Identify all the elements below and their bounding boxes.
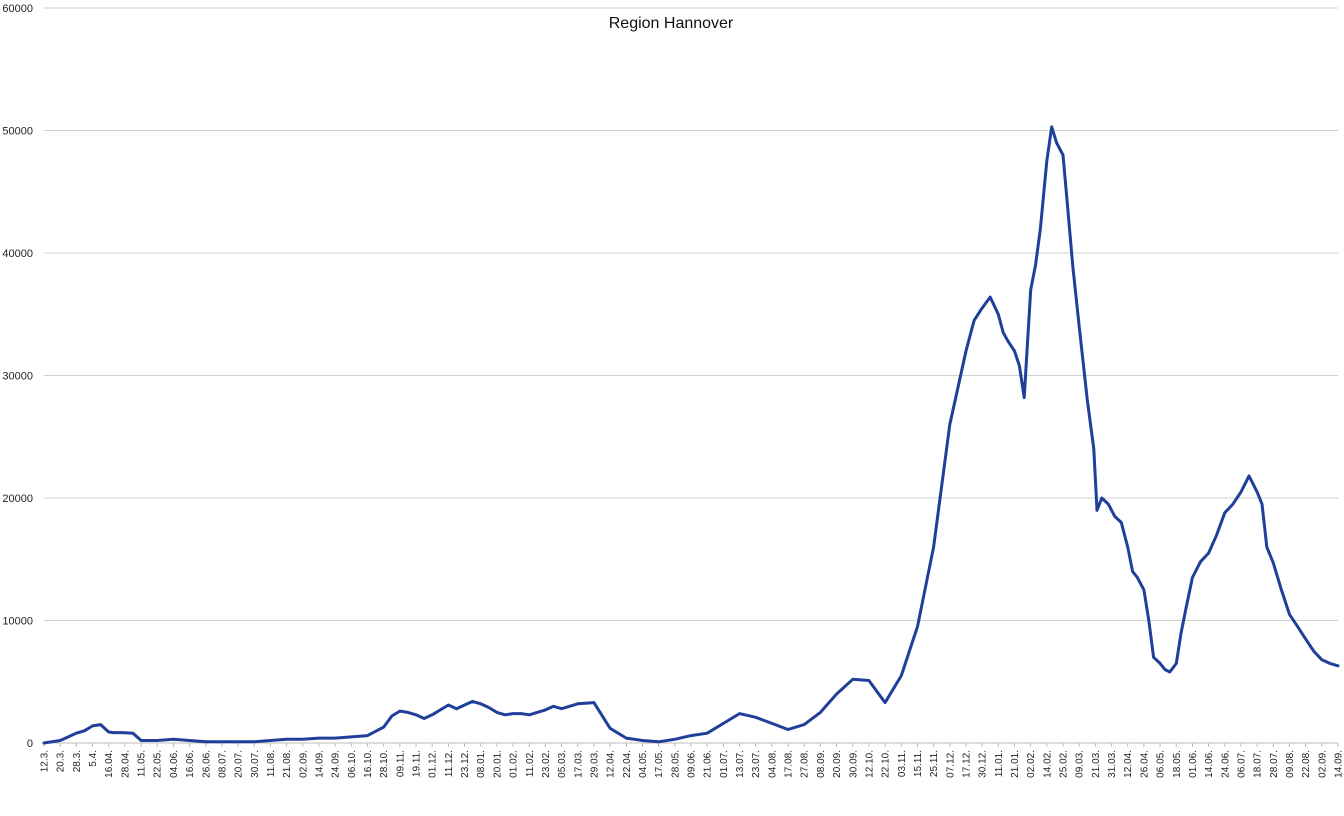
x-tick-label: 01.07.: [719, 750, 730, 778]
x-tick-label: 31.03.: [1107, 750, 1118, 778]
x-tick-label: 25.11.: [929, 750, 940, 777]
x-tick-label: 20.07.: [234, 750, 245, 778]
x-tick-label: 01.02.: [509, 750, 520, 778]
x-tick-label: 30.07.: [250, 750, 261, 778]
x-tick-label: 18.05.: [1172, 750, 1183, 778]
x-tick-label: 25.02.: [1059, 750, 1070, 778]
y-tick-label: 30000: [2, 371, 33, 383]
y-tick-label: 10000: [2, 616, 33, 628]
x-tick-label: 09.11.: [395, 750, 406, 777]
x-tick-label: 14.09.: [1334, 750, 1344, 778]
x-tick-label: 28.04.: [120, 750, 131, 778]
x-tick-label: 16.06.: [185, 750, 196, 778]
y-tick-label: 60000: [2, 3, 33, 15]
x-tick-label: 28.07.: [1269, 750, 1280, 778]
x-tick-label: 09.06.: [687, 750, 698, 778]
x-tick-label: 08.07.: [217, 750, 228, 778]
x-tick-label: 11.01.: [994, 750, 1005, 777]
x-tick-label: 28.05.: [670, 750, 681, 778]
y-tick-label: 0: [27, 738, 33, 750]
x-tick-label: 06.07.: [1236, 750, 1247, 778]
x-tick-label: 23.07.: [751, 750, 762, 778]
x-tick-label: 12.04.: [1123, 750, 1134, 778]
x-tick-label: 30.09.: [848, 750, 859, 778]
x-tick-label: 15.11.: [913, 750, 924, 777]
x-tick-label: 06.10.: [347, 750, 358, 778]
x-tick-label: 26.04.: [1139, 750, 1150, 778]
x-tick-label: 29.03.: [589, 750, 600, 778]
x-tick-label: 06.05.: [1156, 750, 1167, 778]
x-tick-label: 14.09.: [314, 750, 325, 778]
x-tick-label: 17.03.: [573, 750, 584, 778]
x-tick-label: 17.12.: [961, 750, 972, 778]
x-tick-label: 21.03.: [1091, 750, 1102, 778]
y-tick-label: 20000: [2, 493, 33, 505]
x-tick-label: 13.07.: [735, 750, 746, 778]
series-line: [42, 125, 1340, 745]
x-tick-label: 02.02.: [1026, 750, 1037, 778]
gridlines: [44, 7, 1338, 744]
x-tick-label: 16.10.: [363, 750, 374, 778]
x-tick-label: 01.06.: [1188, 750, 1199, 778]
x-tick-label: 14.06.: [1204, 750, 1215, 778]
x-tick-label: 04.08.: [767, 750, 778, 778]
x-tick-label: 04.06.: [169, 750, 180, 778]
x-tick-label: 17.08.: [784, 750, 795, 778]
x-tick-label: 22.10.: [881, 750, 892, 778]
chart-title: Region Hannover: [609, 15, 734, 32]
x-tick-label: 5.4.: [88, 750, 99, 767]
x-tick-label: 28.3.: [72, 750, 83, 772]
x-tick-label: 16.04.: [104, 750, 115, 778]
series: [42, 125, 1340, 745]
x-tick-label: 18.07.: [1253, 750, 1264, 778]
x-tick-label: 11.08.: [266, 750, 277, 777]
x-tick-label: 21.01.: [1010, 750, 1021, 778]
x-tick-label: 11.02.: [525, 750, 536, 777]
x-tick-label: 01.12.: [428, 750, 439, 778]
x-tick-label: 20.01.: [492, 750, 503, 778]
x-tick-label: 02.09.: [298, 750, 309, 778]
x-tick-label: 12.04.: [606, 750, 617, 778]
x-tick-label: 26.06.: [201, 750, 212, 778]
x-tick-label: 27.08.: [800, 750, 811, 778]
x-tick-label: 21.06.: [703, 750, 714, 778]
x-tick-label: 19.11.: [412, 750, 423, 777]
y-axis: 0 10000 20000 30000 40000 50000 60000: [2, 3, 33, 750]
x-tick-label: 12.3.: [40, 750, 51, 772]
x-tick-label: 22.05.: [153, 750, 164, 778]
y-tick-label: 40000: [2, 248, 33, 260]
x-tick-label: 22.08.: [1301, 750, 1312, 778]
x-tick-label: 23.02.: [541, 750, 552, 778]
x-tick-label: 28.10.: [379, 750, 390, 778]
x-tick-label: 24.06.: [1220, 750, 1231, 778]
x-tick-label: 09.08.: [1285, 750, 1296, 778]
x-tick-label: 20.3.: [56, 750, 67, 772]
y-tick-label: 50000: [2, 126, 33, 138]
x-tick-label: 02.09.: [1317, 750, 1328, 778]
x-tick-label: 22.04.: [622, 750, 633, 778]
x-tick-label: 11.12.: [444, 750, 455, 777]
x-tick-label: 05.03.: [557, 750, 568, 778]
x-tick-label: 04.05.: [638, 750, 649, 778]
x-tick-label: 08.09.: [816, 750, 827, 778]
x-tick-label: 11.05.: [137, 750, 148, 777]
x-tick-label: 08.01.: [476, 750, 487, 778]
x-axis: 12.3. 20.3. 28.3. 5.4. 16.04. 28.04. 11.05. 22.…: [40, 743, 1344, 778]
x-tick-label: 17.05.: [654, 750, 665, 778]
x-tick-label: 07.12.: [945, 750, 956, 778]
x-tick-label: 14.02.: [1042, 750, 1053, 778]
x-tick-label: 12.10.: [864, 750, 875, 778]
x-tick-label: 03.11.: [897, 750, 908, 777]
x-tick-label: 21.08.: [282, 750, 293, 778]
x-tick-label: 09.03.: [1075, 750, 1086, 778]
x-tick-label: 30.12.: [978, 750, 989, 778]
x-tick-label: 20.09.: [832, 750, 843, 778]
x-tick-label: 24.09.: [331, 750, 342, 778]
x-tick-label: 23.12.: [460, 750, 471, 778]
